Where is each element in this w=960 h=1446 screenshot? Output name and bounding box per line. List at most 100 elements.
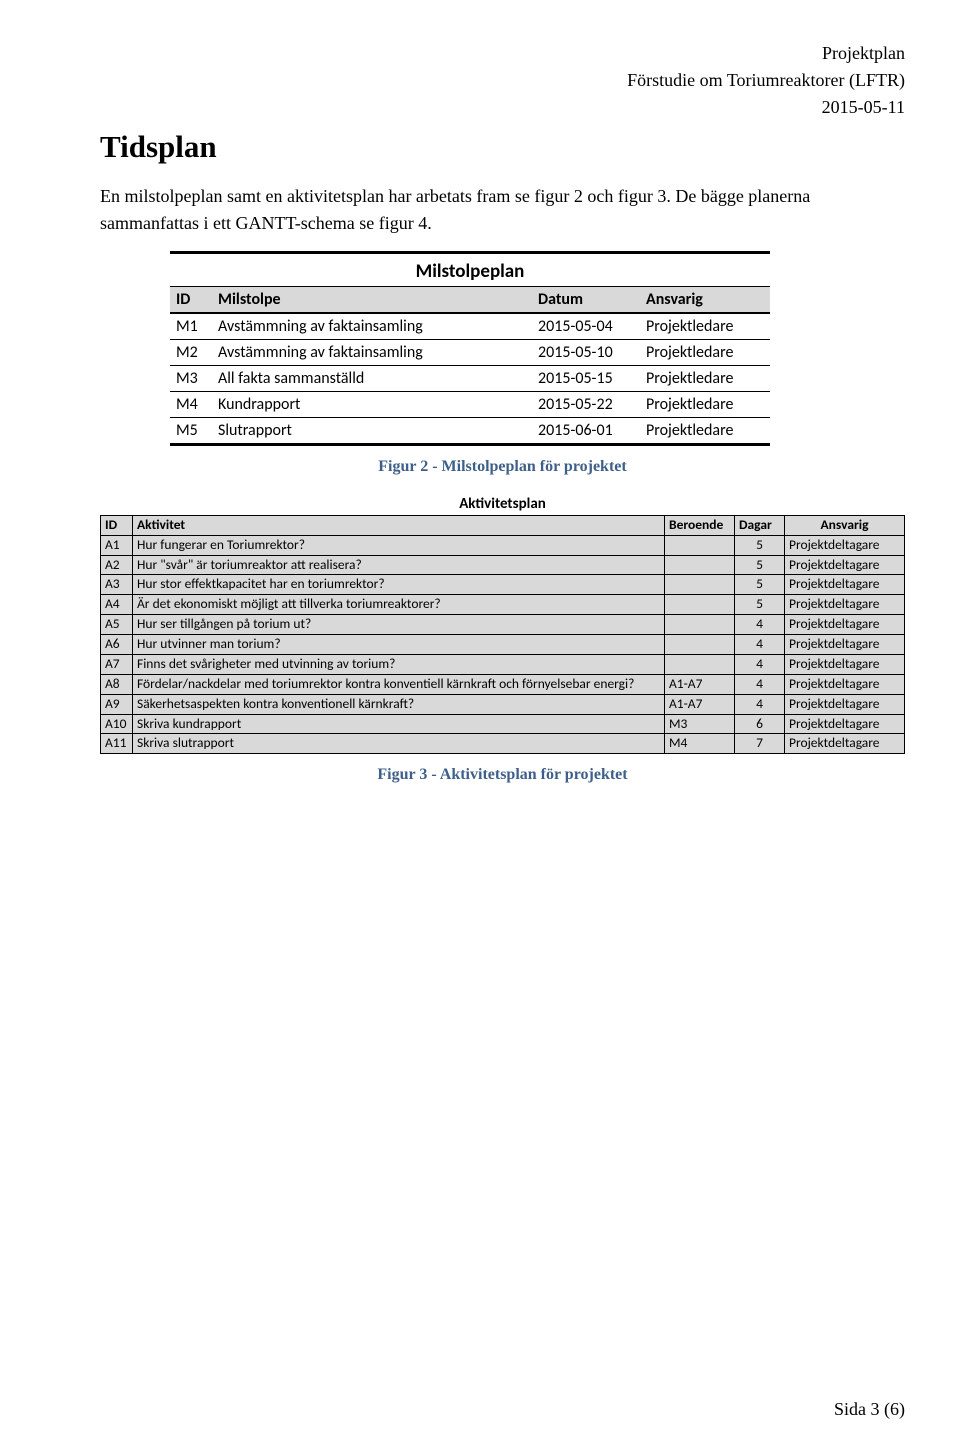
figure-2-caption: Figur 2 - Milstolpeplan för projektet <box>100 458 905 476</box>
aktivitet-cell-akt: Säkerhetsaspekten kontra konventionell k… <box>133 694 665 714</box>
milstolpe-cell-ans: Projektledare <box>640 392 770 418</box>
aktivitet-cell-id: A8 <box>101 674 133 694</box>
aktivitet-cell-dag: 4 <box>735 674 785 694</box>
aktivitet-cell-akt: Hur ser tillgången på torium ut? <box>133 615 665 635</box>
aktivitet-row: A7Finns det svårigheter med utvinning av… <box>101 654 905 674</box>
aktivitet-row: A5Hur ser tillgången på torium ut?4Proje… <box>101 615 905 635</box>
milstolpe-row: M2Avstämmning av faktainsamling2015-05-1… <box>170 340 770 366</box>
aktivitet-cell-ans: Projektdeltagare <box>785 635 905 655</box>
figure-3-caption: Figur 3 - Aktivitetsplan för projektet <box>100 766 905 784</box>
aktivitet-cell-id: A9 <box>101 694 133 714</box>
aktivitet-col-id: ID <box>101 515 133 535</box>
aktivitet-cell-ans: Projektdeltagare <box>785 615 905 635</box>
aktivitet-col-akt: Aktivitet <box>133 515 665 535</box>
milstolpe-cell-id: M5 <box>170 418 212 445</box>
milstolpe-cell-dat: 2015-05-04 <box>532 313 640 340</box>
aktivitet-row: A9Säkerhetsaspekten kontra konventionell… <box>101 694 905 714</box>
aktivitet-cell-akt: Är det ekonomiskt möjligt att tillverka … <box>133 595 665 615</box>
aktivitet-cell-ber: M4 <box>665 734 735 754</box>
milstolpe-cell-ans: Projektledare <box>640 313 770 340</box>
aktivitet-cell-id: A4 <box>101 595 133 615</box>
aktivitet-cell-akt: Skriva slutrapport <box>133 734 665 754</box>
aktivitet-row: A6Hur utvinner man torium?4Projektdeltag… <box>101 635 905 655</box>
aktivitet-cell-akt: Hur stor effektkapacitet har en toriumre… <box>133 575 665 595</box>
aktivitet-title: Aktivitetsplan <box>101 494 905 515</box>
milstolpe-cell-dat: 2015-05-15 <box>532 366 640 392</box>
aktivitet-cell-akt: Hur utvinner man torium? <box>133 635 665 655</box>
aktivitet-cell-akt: Hur "svår" är toriumreaktor att realiser… <box>133 555 665 575</box>
intro-paragraph: En milstolpeplan samt en aktivitetsplan … <box>100 183 905 237</box>
milstolpe-cell-ans: Projektledare <box>640 340 770 366</box>
milstolpe-cell-mil: Avstämmning av faktainsamling <box>212 340 532 366</box>
aktivitet-cell-ber: M3 <box>665 714 735 734</box>
aktivitet-cell-dag: 5 <box>735 575 785 595</box>
aktivitet-cell-akt: Skriva kundrapport <box>133 714 665 734</box>
milstolpe-title: Milstolpeplan <box>170 253 770 287</box>
milstolpe-cell-dat: 2015-06-01 <box>532 418 640 445</box>
doc-title: Förstudie om Toriumreaktorer (LFTR) <box>100 67 905 94</box>
page-header: Projektplan Förstudie om Toriumreaktorer… <box>100 40 905 121</box>
aktivitet-cell-id: A7 <box>101 654 133 674</box>
aktivitet-row: A8Fördelar/nackdelar med toriumrektor ko… <box>101 674 905 694</box>
aktivitetsplan-table: Aktivitetsplan ID Aktivitet Beroende Dag… <box>100 494 905 754</box>
aktivitet-cell-id: A2 <box>101 555 133 575</box>
aktivitet-cell-ans: Projektdeltagare <box>785 555 905 575</box>
aktivitet-cell-akt: Fördelar/nackdelar med toriumrektor kont… <box>133 674 665 694</box>
aktivitet-cell-id: A1 <box>101 535 133 555</box>
aktivitet-cell-dag: 4 <box>735 654 785 674</box>
aktivitet-row: A10Skriva kundrapportM36Projektdeltagare <box>101 714 905 734</box>
milstolpe-col-id: ID <box>170 287 212 314</box>
milstolpe-cell-dat: 2015-05-10 <box>532 340 640 366</box>
aktivitet-cell-ber <box>665 635 735 655</box>
aktivitet-cell-ber <box>665 595 735 615</box>
aktivitet-cell-akt: Hur fungerar en Toriumrektor? <box>133 535 665 555</box>
section-heading: Tidsplan <box>100 129 905 165</box>
aktivitet-cell-ans: Projektdeltagare <box>785 535 905 555</box>
milstolpe-col-dat: Datum <box>532 287 640 314</box>
milstolpe-cell-mil: All fakta sammanställd <box>212 366 532 392</box>
milstolpe-cell-mil: Kundrapport <box>212 392 532 418</box>
aktivitet-cell-ber: A1-A7 <box>665 694 735 714</box>
milstolpe-cell-id: M1 <box>170 313 212 340</box>
milstolpe-col-ans: Ansvarig <box>640 287 770 314</box>
aktivitet-col-ber: Beroende <box>665 515 735 535</box>
aktivitet-cell-ber <box>665 535 735 555</box>
aktivitet-cell-ber <box>665 654 735 674</box>
aktivitet-cell-dag: 5 <box>735 555 785 575</box>
aktivitet-cell-ans: Projektdeltagare <box>785 674 905 694</box>
aktivitet-row: A2Hur "svår" är toriumreaktor att realis… <box>101 555 905 575</box>
aktivitet-row: A3Hur stor effektkapacitet har en torium… <box>101 575 905 595</box>
aktivitet-cell-ber <box>665 615 735 635</box>
milstolpe-col-mil: Milstolpe <box>212 287 532 314</box>
aktivitet-cell-ber <box>665 555 735 575</box>
aktivitet-cell-id: A5 <box>101 615 133 635</box>
milstolpe-cell-dat: 2015-05-22 <box>532 392 640 418</box>
aktivitet-cell-dag: 5 <box>735 535 785 555</box>
aktivitet-cell-akt: Finns det svårigheter med utvinning av t… <box>133 654 665 674</box>
page-footer: Sida 3 (6) <box>834 1399 905 1420</box>
milstolpe-cell-mil: Avstämmning av faktainsamling <box>212 313 532 340</box>
milstolpe-row: M1Avstämmning av faktainsamling2015-05-0… <box>170 313 770 340</box>
aktivitet-cell-dag: 4 <box>735 694 785 714</box>
doc-date: 2015-05-11 <box>100 94 905 121</box>
aktivitet-row: A1Hur fungerar en Toriumrektor? 5Projektd… <box>101 535 905 555</box>
milstolpe-row: M4Kundrapport2015-05-22Projektledare <box>170 392 770 418</box>
aktivitet-cell-id: A6 <box>101 635 133 655</box>
milstolpe-row: M5Slutrapport2015-06-01Projektledare <box>170 418 770 445</box>
aktivitet-col-dag: Dagar <box>735 515 785 535</box>
aktivitet-cell-id: A3 <box>101 575 133 595</box>
aktivitet-cell-ans: Projektdeltagare <box>785 694 905 714</box>
milstolpe-cell-id: M4 <box>170 392 212 418</box>
milstolpe-row: M3All fakta sammanställd2015-05-15Projek… <box>170 366 770 392</box>
doc-type: Projektplan <box>100 40 905 67</box>
aktivitet-col-ans: Ansvarig <box>785 515 905 535</box>
aktivitet-cell-id: A11 <box>101 734 133 754</box>
aktivitet-cell-ans: Projektdeltagare <box>785 575 905 595</box>
milstolpe-cell-ans: Projektledare <box>640 366 770 392</box>
aktivitet-row: A4Är det ekonomiskt möjligt att tillverk… <box>101 595 905 615</box>
aktivitet-cell-dag: 7 <box>735 734 785 754</box>
aktivitet-row: A11Skriva slutrapportM47Projektdeltagare <box>101 734 905 754</box>
milstolpe-cell-id: M3 <box>170 366 212 392</box>
aktivitet-cell-ber: A1-A7 <box>665 674 735 694</box>
aktivitet-cell-ans: Projektdeltagare <box>785 734 905 754</box>
